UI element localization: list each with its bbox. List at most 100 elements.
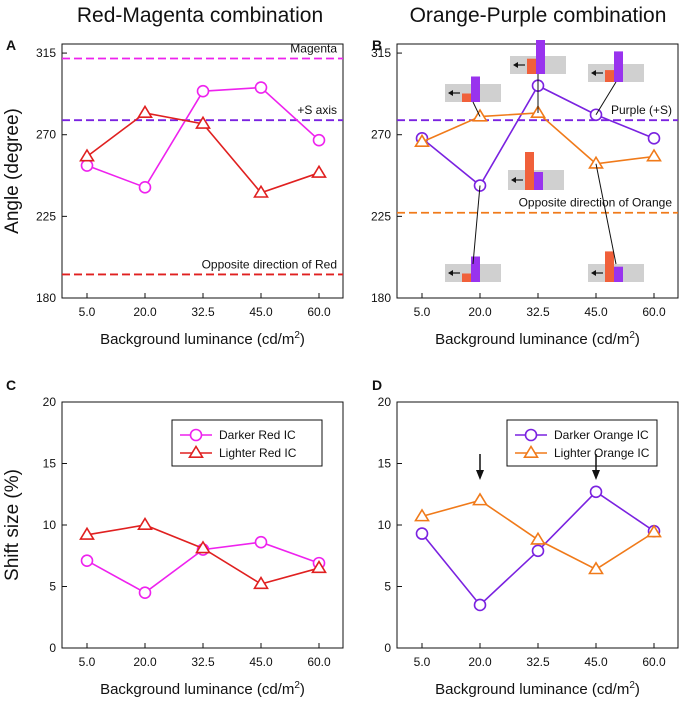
x-tick-label: 20.0	[133, 305, 157, 319]
inset-bar-purple	[536, 40, 545, 74]
data-point	[531, 544, 545, 558]
inset-connector	[472, 101, 481, 117]
panel-b: B 180 225 270 315 5.0 20.0 32.5 45.0 60.0Backgrou…	[371, 37, 679, 348]
x-tick-label: 60.0	[307, 655, 331, 669]
inset-bar-purple	[614, 51, 623, 82]
panel-a: A 180 225 270 315 5.0 20.0 32.5 45.0 60.0Backgrou…	[2, 37, 344, 348]
y-tick-label: 225	[36, 209, 56, 223]
data-point	[311, 560, 327, 574]
inset-bar-orange	[462, 273, 471, 282]
inset-bar-purple	[614, 266, 623, 282]
x-tick-label: 5.0	[414, 305, 431, 319]
reference-line-label: +S axis	[297, 103, 337, 117]
data-point	[588, 561, 604, 575]
inset-arrow-head	[591, 270, 596, 276]
y-tick-label: 0	[384, 641, 391, 655]
x-tick-label: 45.0	[249, 305, 273, 319]
y-tick-label: 270	[371, 128, 391, 142]
data-point	[414, 133, 430, 147]
legend-marker	[188, 444, 204, 459]
title-right: Orange-Purple combination	[410, 4, 667, 27]
inset-bar-purple	[471, 76, 480, 102]
data-point	[79, 526, 95, 540]
data-point	[138, 181, 152, 194]
y-tick-label: 15	[378, 457, 392, 471]
x-tick-label: 60.0	[642, 655, 666, 669]
data-point	[137, 104, 153, 118]
legend-entry: Darker Orange IC	[554, 428, 649, 442]
y-tick-label: 315	[36, 46, 56, 60]
data-point	[414, 508, 430, 522]
x-tick-label: 45.0	[584, 305, 608, 319]
y-tick-label: 0	[49, 641, 56, 655]
y-tick-label: 315	[371, 46, 391, 60]
y-tick-label: 10	[378, 518, 392, 532]
y-tick-label: 10	[43, 518, 57, 532]
legend-entry: Lighter Red IC	[219, 446, 297, 460]
x-tick-label: 5.0	[79, 655, 96, 669]
y-axis-label: Angle (degree)	[2, 108, 23, 234]
inset-bar-orange	[605, 70, 614, 82]
data-point	[311, 164, 327, 178]
inset-bar-purple	[534, 172, 543, 190]
data-point	[80, 554, 94, 567]
inset-bar-purple	[471, 256, 480, 282]
panel-b-insets	[445, 40, 644, 282]
data-point	[472, 492, 488, 506]
x-tick-label: 32.5	[526, 655, 550, 669]
inset-connector	[472, 185, 481, 265]
x-tick-label: 5.0	[79, 305, 96, 319]
legend-box	[506, 419, 658, 467]
panel-letter: A	[6, 37, 16, 53]
inset-arrow-head	[513, 62, 518, 68]
x-tick-label: 32.5	[526, 305, 550, 319]
data-point	[589, 485, 603, 499]
data-point	[79, 148, 95, 162]
reference-line-label: Magenta	[290, 42, 337, 56]
data-point	[312, 133, 326, 147]
arrow-head	[592, 470, 600, 480]
x-axis-label: Background luminance (cd/m2)	[100, 680, 305, 698]
inset-bar-orange	[605, 251, 614, 282]
y-tick-label: 225	[371, 209, 391, 223]
data-point	[137, 516, 153, 531]
data-point	[195, 115, 211, 129]
inset-arrow-head	[448, 270, 453, 276]
legend-marker	[524, 428, 538, 442]
y-tick-label: 180	[36, 291, 56, 305]
data-point	[195, 540, 211, 554]
x-tick-label: 20.0	[133, 655, 157, 669]
x-tick-label: 45.0	[584, 655, 608, 669]
y-tick-label: 270	[36, 128, 56, 142]
reference-line-label: Opposite direction of Red	[202, 257, 337, 271]
data-point	[253, 184, 269, 198]
data-point	[253, 575, 269, 590]
x-tick-label: 20.0	[468, 305, 492, 319]
x-tick-label: 60.0	[307, 305, 331, 319]
inset-bar-orange	[527, 58, 536, 74]
y-tick-label: 20	[43, 395, 57, 409]
x-tick-label: 20.0	[468, 655, 492, 669]
panel-letter: D	[372, 377, 382, 393]
data-point	[646, 524, 662, 538]
inset-connector	[595, 81, 617, 116]
x-axis-label: Background luminance (cd/m2)	[435, 680, 640, 698]
data-point	[254, 535, 268, 549]
x-tick-label: 5.0	[414, 655, 431, 669]
x-axis-label: Background luminance (cd/m2)	[100, 330, 305, 348]
y-tick-label: 20	[378, 395, 392, 409]
legend-marker	[189, 428, 203, 442]
data-point	[530, 531, 546, 545]
data-point	[646, 148, 662, 162]
arrow-head	[476, 470, 484, 480]
data-point	[588, 155, 604, 169]
panel-letter: C	[6, 377, 16, 393]
data-point	[415, 527, 429, 540]
x-axis-label: Background luminance (cd/m2)	[435, 330, 640, 348]
y-tick-label: 5	[384, 580, 391, 594]
inset-bar-orange	[525, 152, 534, 190]
x-tick-label: 60.0	[642, 305, 666, 319]
legend-entry: Lighter Orange IC	[554, 446, 650, 460]
